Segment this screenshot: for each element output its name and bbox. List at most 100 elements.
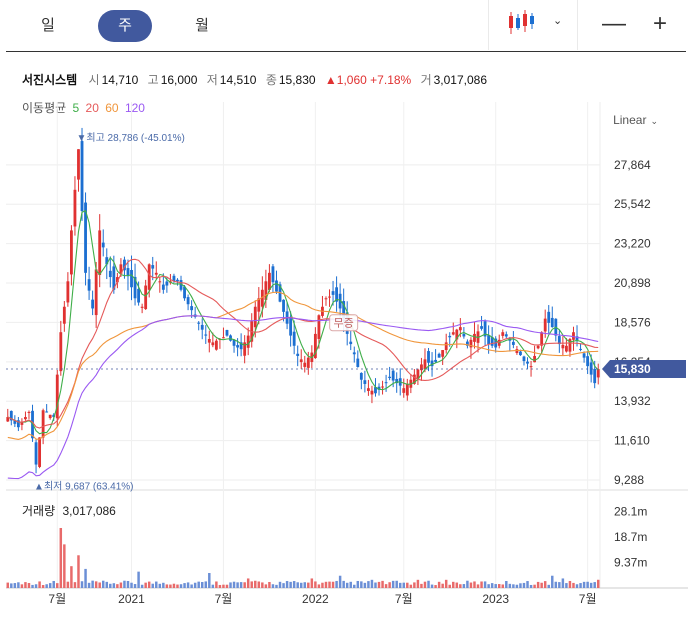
volume-bar (423, 581, 427, 588)
ma-60-line (7, 291, 599, 440)
volume-bar (257, 581, 261, 588)
volume-bar (303, 582, 307, 588)
volume-bar (512, 584, 515, 588)
candle-body (352, 352, 356, 355)
volume-bar (172, 583, 176, 588)
candle-body (451, 332, 455, 335)
change-percent: +7.18% (370, 73, 412, 87)
ma-20: 20 (85, 101, 99, 115)
candle-body (331, 291, 335, 295)
y-tick-label: 27,864 (614, 158, 651, 172)
volume-bar (388, 582, 391, 588)
y-tick-label: 25,542 (614, 197, 651, 211)
candle-body (529, 366, 533, 368)
volume-bar (123, 580, 126, 588)
tab-daily[interactable]: 일 (41, 17, 55, 34)
volume-bar (34, 584, 38, 588)
volume-bar (409, 584, 413, 588)
volume-panel-value: 3,017,086 (62, 504, 116, 518)
volume-bar (278, 581, 282, 588)
candle-body (172, 275, 176, 282)
candle-body (34, 442, 38, 465)
volume-bar (324, 581, 328, 588)
volume-bar (490, 583, 494, 588)
volume-bar (94, 581, 98, 588)
volume-bar (519, 583, 522, 588)
volume-bar (133, 584, 137, 588)
tab-weekly[interactable]: 주 (98, 10, 152, 42)
volume-bar (232, 581, 236, 588)
candle-body (306, 357, 310, 368)
scale-selector[interactable]: Linear ⌄ (613, 113, 658, 127)
candle-body (27, 411, 31, 413)
high-value: 16,000 (160, 73, 198, 87)
candle-body (98, 230, 102, 276)
candle-body (458, 327, 462, 331)
volume-label: 거 (420, 73, 432, 87)
candle-body (133, 276, 137, 299)
volume-bar (176, 584, 179, 588)
volume-bar (353, 584, 356, 588)
ma-60: 60 (105, 101, 119, 115)
volume-bar (91, 580, 94, 588)
candle-body (564, 345, 568, 352)
volume-bar (73, 582, 77, 588)
candle-body (366, 388, 370, 391)
ma-20-line (7, 258, 599, 429)
volume-bar (20, 584, 24, 588)
volume-bar (561, 578, 565, 588)
candle-body (377, 386, 381, 390)
volume-bar (200, 582, 204, 588)
candle-body (232, 339, 236, 346)
volume-bar (80, 581, 84, 588)
volume-bar (77, 555, 80, 588)
candle-body (335, 287, 339, 302)
candle-body (161, 284, 165, 290)
candle-body (253, 306, 257, 328)
y-tick-label: 9,288 (614, 473, 644, 487)
volume-bar (547, 584, 550, 588)
volume-bar (105, 581, 109, 588)
candle-body (582, 353, 586, 358)
candle-body (363, 380, 367, 384)
volume-bar (466, 580, 469, 588)
candle-body (176, 279, 179, 282)
volume-bar (147, 581, 151, 588)
volume-bar (398, 582, 402, 588)
candle-body (186, 297, 190, 305)
min-price-annotation: ▲최저 9,687 (63.41%) (34, 480, 133, 492)
candle-body (267, 272, 271, 290)
zoom-out-button[interactable]: — (602, 10, 626, 37)
volume-bar (222, 584, 225, 588)
candle-body (568, 338, 572, 352)
candle-body (589, 362, 593, 375)
candle-body (324, 298, 328, 300)
volume-bar (218, 584, 222, 588)
volume-bar (314, 581, 317, 588)
open-value: 14,710 (101, 73, 139, 87)
volume-bar (568, 580, 572, 588)
volume-bar (540, 582, 543, 588)
volume-bar (572, 582, 575, 588)
volume-bar (494, 584, 497, 588)
candle-body (239, 342, 243, 350)
volume-bar (469, 582, 473, 588)
volume-bar (596, 579, 600, 588)
candle-body (501, 332, 505, 336)
candle-body (38, 437, 42, 467)
chart-type-selector[interactable]: ⌄ (488, 0, 578, 50)
candle-body (52, 414, 56, 418)
chevron-down-icon: ⌄ (553, 15, 563, 27)
candle-body (66, 281, 70, 303)
candle-body (437, 353, 441, 358)
candle-body (214, 340, 218, 350)
zoom-in-button[interactable]: + (652, 10, 667, 37)
volume-bar (38, 581, 41, 588)
candle-body (264, 281, 268, 300)
ma-5-line (7, 209, 599, 435)
tab-monthly[interactable]: 월 (195, 17, 209, 34)
volume-bar (130, 582, 133, 588)
period-tabs: 일 주 월 (20, 8, 252, 44)
volume-bar (190, 584, 193, 588)
